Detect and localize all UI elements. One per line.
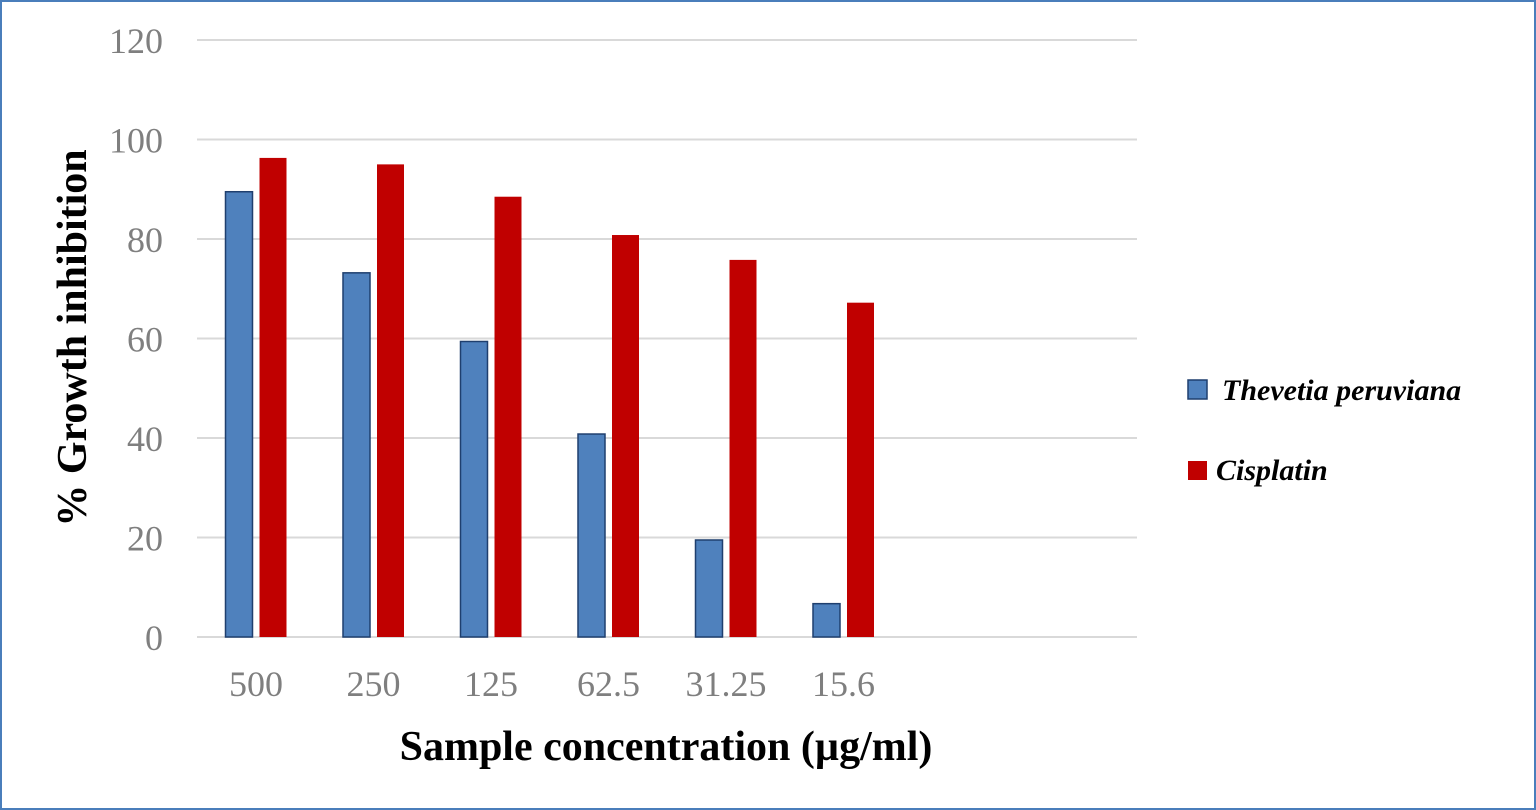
bar-cisplatin-3 bbox=[612, 235, 639, 637]
legend-swatch-cisplatin bbox=[1188, 461, 1207, 480]
y-tick-label: 60 bbox=[127, 320, 163, 360]
x-tick-label: 250 bbox=[347, 664, 401, 704]
x-tick-labels: 500 250 125 62.5 31.25 15.6 bbox=[229, 664, 875, 704]
bar-cisplatin-2 bbox=[494, 196, 522, 637]
bar-thevetia-5 bbox=[812, 602, 841, 638]
bar-thevetia-1 bbox=[342, 272, 371, 638]
bar-thevetia-0 bbox=[224, 190, 254, 638]
y-tick-label: 20 bbox=[127, 519, 163, 559]
y-tick-label: 120 bbox=[109, 21, 163, 61]
gridlines bbox=[197, 39, 1137, 638]
legend-swatch-thevetia bbox=[1187, 379, 1208, 400]
legend: Thevetia peruviana Cisplatin bbox=[1187, 374, 1461, 487]
x-tick-label: 500 bbox=[229, 664, 283, 704]
y-tick-labels: 0 20 40 60 80 100 120 bbox=[109, 21, 163, 658]
bar-thevetia-2 bbox=[459, 340, 489, 638]
bar-cisplatin-5 bbox=[847, 302, 874, 637]
legend-label-thevetia: Thevetia peruviana bbox=[1222, 374, 1461, 407]
x-tick-label: 125 bbox=[464, 664, 518, 704]
bar-cisplatin-0 bbox=[259, 157, 287, 637]
bar-thevetia-4 bbox=[694, 539, 724, 638]
bars bbox=[224, 157, 874, 638]
x-axis-title: Sample concentration (µg/ml) bbox=[400, 724, 933, 770]
x-tick-label: 62.5 bbox=[577, 664, 640, 704]
bar-thevetia-3 bbox=[577, 433, 606, 638]
bar-cisplatin-4 bbox=[729, 259, 757, 637]
y-tick-label: 100 bbox=[109, 121, 163, 161]
bar-cisplatin-1 bbox=[377, 164, 404, 637]
x-tick-label: 31.25 bbox=[686, 664, 767, 704]
y-axis-title: % Growth inhibition bbox=[50, 149, 96, 526]
y-tick-label: 80 bbox=[127, 220, 163, 260]
legend-label-cisplatin: Cisplatin bbox=[1216, 454, 1328, 487]
y-tick-label: 40 bbox=[127, 419, 163, 459]
x-tick-label: 15.6 bbox=[812, 664, 875, 704]
y-tick-label: 0 bbox=[145, 618, 163, 658]
